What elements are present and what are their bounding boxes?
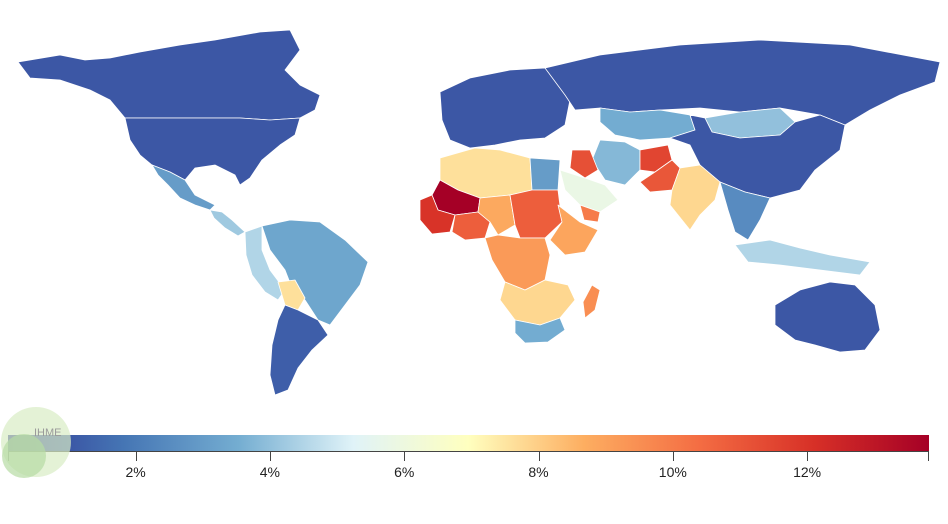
region-southern-africa[interactable] xyxy=(499,279,576,326)
region-united-states[interactable] xyxy=(124,117,301,186)
legend-tick xyxy=(672,451,674,461)
ihme-logo xyxy=(1,407,71,478)
region-china[interactable] xyxy=(669,114,846,199)
legend-tick-label: 6% xyxy=(394,464,415,480)
legend-tick-label: 12% xyxy=(793,464,822,480)
legend-tick xyxy=(135,451,137,461)
region-western-europe[interactable] xyxy=(439,67,571,149)
legend-tick-label: 10% xyxy=(658,464,687,480)
legend-axis-end-tick-right xyxy=(928,451,929,461)
legend-tick-label: 8% xyxy=(528,464,549,480)
region-dr-congo[interactable] xyxy=(484,234,551,291)
region-india[interactable] xyxy=(669,164,721,231)
region-australia[interactable] xyxy=(774,281,881,353)
region-south-africa[interactable] xyxy=(514,317,566,344)
region-west-africa-coast[interactable] xyxy=(419,194,456,235)
region-mexico[interactable] xyxy=(151,164,216,211)
region-canada[interactable] xyxy=(17,29,321,121)
legend-axis: 2% 4% 6% 8% 10% 12% xyxy=(8,451,929,481)
legend-tick-label: 4% xyxy=(259,464,281,480)
legend-tick xyxy=(269,451,271,461)
ihme-watermark-text: IHME xyxy=(34,427,62,439)
region-brazil[interactable] xyxy=(261,219,369,326)
legend-colorbar xyxy=(8,435,929,451)
region-iraq[interactable] xyxy=(569,149,599,179)
legend-axis-line xyxy=(8,451,929,452)
region-central-america[interactable] xyxy=(209,209,246,237)
region-egypt[interactable] xyxy=(529,157,561,191)
region-yemen[interactable] xyxy=(579,204,601,223)
region-peru[interactable] xyxy=(244,225,286,301)
region-indonesia[interactable] xyxy=(734,239,871,276)
region-iran[interactable] xyxy=(591,139,641,186)
legend-tick xyxy=(538,451,540,461)
region-ethiopia[interactable] xyxy=(549,204,599,256)
legend-tick xyxy=(807,451,809,461)
region-sudan[interactable] xyxy=(509,189,563,239)
legend-tick xyxy=(404,451,406,461)
region-bolivia[interactable] xyxy=(277,279,306,311)
region-saudi-arabia[interactable] xyxy=(559,169,619,213)
region-southeast-asia[interactable] xyxy=(719,181,771,241)
legend-tick-label: 2% xyxy=(125,464,146,480)
world-choropleth-map xyxy=(17,29,941,396)
region-argentina[interactable] xyxy=(269,304,329,396)
region-madagascar[interactable] xyxy=(582,284,601,319)
